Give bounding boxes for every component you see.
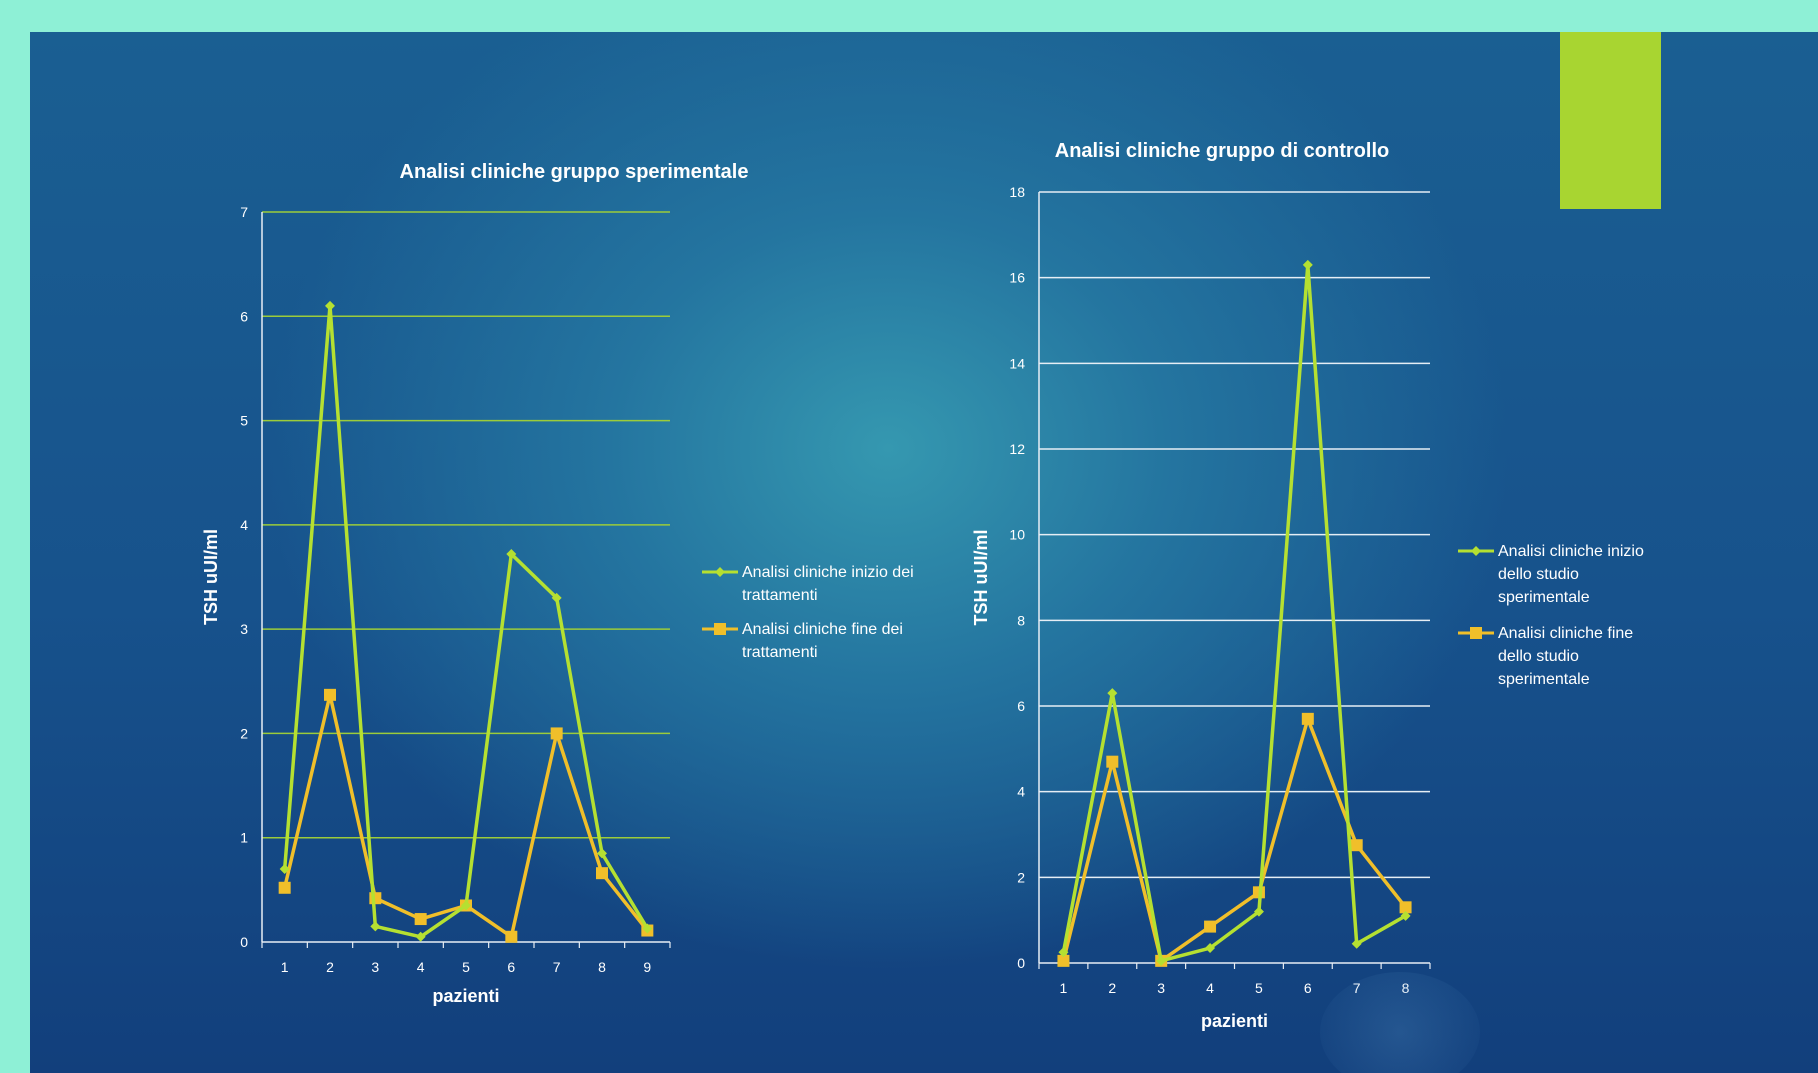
x-axis-label: pazienti bbox=[1201, 1011, 1268, 1031]
data-point-square bbox=[550, 727, 563, 740]
data-point-diamond bbox=[506, 549, 517, 560]
legend-label-line: trattamenti bbox=[742, 587, 818, 604]
data-point-square bbox=[324, 688, 336, 701]
x-tick-label: 6 bbox=[507, 959, 515, 975]
y-tick-label: 2 bbox=[1017, 869, 1025, 885]
data-point-square bbox=[278, 881, 291, 894]
data-point-diamond bbox=[415, 931, 426, 942]
data-point-square bbox=[1204, 920, 1217, 933]
legend-label-line: trattamenti bbox=[742, 644, 818, 661]
y-tick-label: 14 bbox=[1009, 355, 1025, 371]
data-point-square bbox=[596, 867, 608, 880]
x-tick-label: 3 bbox=[1157, 980, 1165, 996]
y-tick-label: 18 bbox=[1009, 184, 1025, 200]
data-point-square bbox=[1106, 755, 1119, 768]
y-tick-label: 4 bbox=[1017, 784, 1025, 800]
data-point-diamond bbox=[597, 848, 607, 859]
data-point-diamond bbox=[1058, 947, 1069, 958]
legend-marker-diamond bbox=[715, 567, 725, 577]
slide: Analisi cliniche gruppo sperimentale 0 1 2 3… bbox=[30, 32, 1818, 1073]
y-tick-label: 10 bbox=[1009, 527, 1025, 543]
data-point-diamond bbox=[1107, 688, 1118, 699]
chart-title: Analisi cliniche gruppo di controllo bbox=[1055, 140, 1389, 162]
data-point-square bbox=[414, 913, 427, 926]
legend-label-line: sperimentale bbox=[1498, 671, 1590, 688]
legend-label: Analisi cliniche fine dei trattamenti bbox=[742, 621, 903, 661]
x-tick-label: 6 bbox=[1304, 980, 1312, 996]
data-point-diamond bbox=[642, 923, 653, 934]
data-point-square bbox=[1057, 954, 1070, 967]
chart-title: Analisi cliniche gruppo sperimentale bbox=[400, 161, 749, 183]
data-point-diamond bbox=[551, 592, 562, 603]
y-tick-label: 5 bbox=[240, 413, 248, 429]
y-tick-label: 4 bbox=[240, 517, 248, 533]
x-tick-label: 2 bbox=[326, 959, 334, 975]
legend-label-line: Analisi cliniche fine dei bbox=[742, 621, 903, 638]
x-tick-label: 1 bbox=[281, 959, 289, 975]
data-point-diamond bbox=[1156, 955, 1167, 966]
y-axis-label: TSH uUI/ml bbox=[201, 529, 221, 625]
y-tick-label: 6 bbox=[240, 308, 248, 324]
y-tick-label: 0 bbox=[240, 934, 248, 950]
data-point-diamond bbox=[1400, 910, 1411, 921]
y-tick-label: 0 bbox=[1017, 955, 1025, 971]
x-tick-label: 5 bbox=[1255, 980, 1263, 996]
x-axis-label: pazienti bbox=[432, 986, 499, 1006]
data-point-square bbox=[1399, 901, 1412, 914]
data-point-square bbox=[1350, 839, 1363, 852]
data-point-diamond bbox=[1351, 938, 1362, 949]
x-tick-label: 9 bbox=[643, 959, 651, 975]
data-point-square bbox=[1301, 712, 1314, 725]
y-tick-label: 8 bbox=[1017, 612, 1025, 628]
charts-canvas: Analisi cliniche gruppo sperimentale0123… bbox=[201, 140, 1644, 1031]
x-tick-label: 2 bbox=[1108, 980, 1116, 996]
x-tick-label: 4 bbox=[417, 959, 425, 975]
legend-label: Analisi cliniche fine dello studio sperime… bbox=[1498, 625, 1633, 688]
y-tick-label: 6 bbox=[1017, 698, 1025, 714]
legend-label: Analisi cliniche inizio dei trattamenti bbox=[742, 564, 914, 604]
data-point-square bbox=[505, 930, 518, 943]
legend-label: Analisi cliniche inizio dello studio speri… bbox=[1498, 543, 1644, 606]
legend-marker-square bbox=[1470, 627, 1482, 639]
y-tick-label: 3 bbox=[240, 621, 248, 637]
data-point-diamond bbox=[1253, 906, 1264, 917]
y-tick-label: 12 bbox=[1009, 441, 1025, 457]
legend-label-line: Analisi cliniche fine bbox=[1498, 625, 1633, 642]
y-tick-label: 2 bbox=[240, 725, 248, 741]
legend-marker-square bbox=[714, 623, 726, 635]
data-point-diamond bbox=[325, 300, 335, 311]
data-point-diamond bbox=[1205, 943, 1216, 954]
y-tick-label: 1 bbox=[240, 830, 248, 846]
data-point-diamond bbox=[461, 900, 471, 911]
series-line bbox=[1061, 263, 1407, 963]
data-point-diamond bbox=[370, 921, 381, 932]
legend-label-line: dello studio bbox=[1498, 566, 1579, 583]
legend-label-line: Analisi cliniche inizio bbox=[1498, 543, 1644, 560]
x-tick-label: 1 bbox=[1060, 980, 1068, 996]
legend-label-line: dello studio bbox=[1498, 648, 1579, 665]
x-tick-label: 7 bbox=[1353, 980, 1361, 996]
x-tick-label: 8 bbox=[598, 959, 606, 975]
y-axis-label: TSH uUI/ml bbox=[971, 529, 991, 625]
legend-label-line: sperimentale bbox=[1498, 589, 1590, 606]
legend-marker-diamond bbox=[1471, 546, 1481, 556]
data-point-diamond bbox=[1302, 259, 1313, 270]
x-tick-label: 8 bbox=[1402, 980, 1410, 996]
x-tick-label: 3 bbox=[371, 959, 379, 975]
legend-label-line: Analisi cliniche inizio dei bbox=[742, 564, 914, 581]
y-tick-label: 16 bbox=[1009, 270, 1025, 286]
y-tick-label: 7 bbox=[240, 204, 248, 220]
data-point-diamond bbox=[279, 864, 290, 874]
x-tick-label: 5 bbox=[462, 959, 470, 975]
x-tick-label: 4 bbox=[1206, 980, 1214, 996]
x-tick-label: 7 bbox=[553, 959, 561, 975]
accent-bar bbox=[1560, 32, 1661, 209]
